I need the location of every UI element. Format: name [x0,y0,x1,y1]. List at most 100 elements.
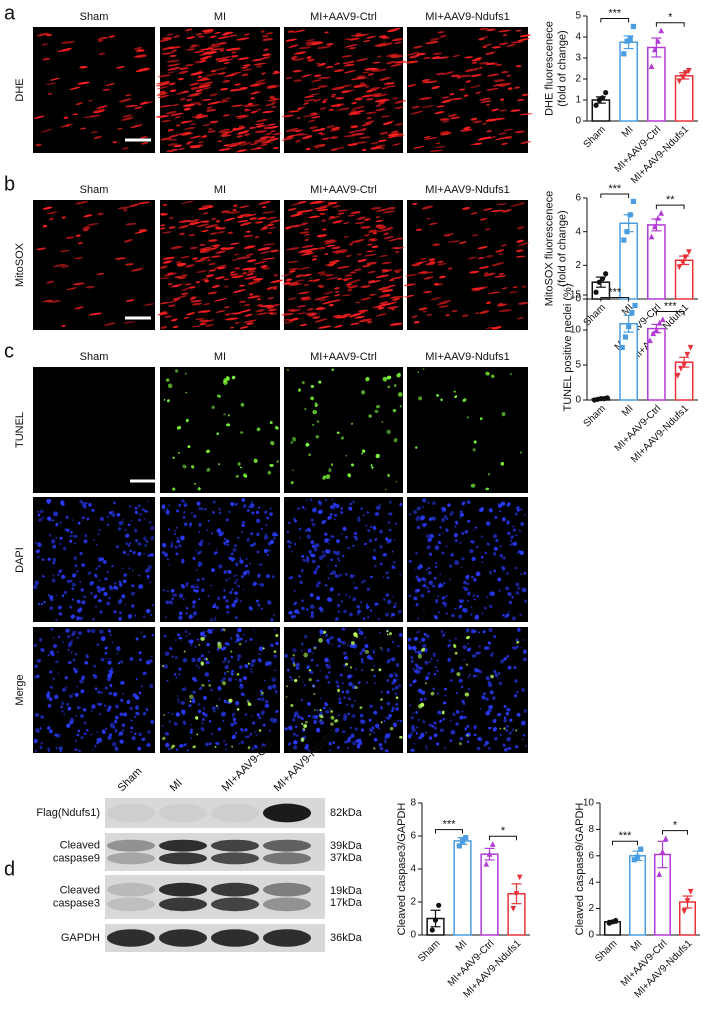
speck [315,583,320,588]
speck [355,58,369,62]
x-tick-label: MI [629,938,645,954]
speck [511,41,524,44]
speck [217,47,225,50]
speck [229,242,240,245]
speck [301,505,305,509]
speck [259,563,263,566]
bar [619,222,638,300]
speck [485,326,499,329]
speck [248,282,254,285]
speck [524,599,527,604]
speck [420,593,425,598]
speck [167,67,181,71]
y-tick-label: 4 [575,226,581,237]
speck [386,375,392,380]
speck [125,299,135,302]
speck [315,435,320,439]
speck [177,451,180,455]
speck [138,574,141,577]
speck [350,422,354,425]
speck [211,405,215,409]
speck [231,104,244,107]
blot-band [159,839,207,852]
speck [232,312,242,315]
speck [297,200,307,204]
speck [215,58,221,61]
speck [186,607,189,610]
speck [194,589,199,593]
y-tick-label: 5 [575,360,581,371]
speck [239,284,246,287]
speck [303,102,309,105]
speck [356,518,361,522]
panel-letter: a [4,2,16,24]
speck [49,77,61,81]
speck [103,591,108,597]
speck [307,527,311,533]
blot-band [263,882,311,897]
speck [263,548,269,553]
speck [428,580,433,585]
speck [225,578,229,582]
column-label: MI [214,184,226,196]
speck [76,599,81,604]
y-tick-label: 6 [410,831,416,842]
speck [113,501,116,505]
speck [237,130,250,134]
speck [81,563,86,568]
speck [263,48,269,52]
speck [424,581,427,584]
speck [361,452,364,455]
speck [392,606,395,609]
speck [223,589,226,592]
speck [501,142,509,146]
speck [290,55,298,59]
speck [130,268,144,272]
data-point [687,344,694,351]
speck [397,134,405,137]
speck [372,555,377,561]
speck [178,219,192,223]
speck [69,605,73,609]
speck [83,214,93,218]
speck [159,90,166,94]
speck [245,557,248,561]
column-label: MI+AAV9-Ndufs1 [425,11,509,23]
speck [253,458,258,463]
speck [374,99,386,103]
speck [249,562,251,565]
speck [293,603,296,606]
speck [167,143,178,146]
speck [441,506,445,511]
speck [308,215,320,219]
speck [255,510,260,514]
speck [267,308,278,312]
speck [321,553,327,558]
speck [233,253,240,256]
speck [220,58,234,62]
blot-row-label: Cleaved [60,884,100,896]
speck [192,556,196,561]
speck [459,510,463,514]
speck [433,283,440,286]
speck [176,537,180,540]
speck [188,614,193,620]
speck [368,414,372,418]
speck [178,636,183,640]
speck [144,544,147,547]
speck [116,128,123,130]
speck [351,102,357,105]
speck [417,515,420,518]
speck [407,84,417,88]
speck [432,243,441,246]
speck [430,296,442,301]
speck [336,265,351,269]
speck [268,226,277,230]
speck [462,207,471,210]
speck [214,618,217,621]
speck [122,114,133,118]
speck [171,597,174,601]
speck [288,110,300,113]
speck [206,29,211,33]
speck [361,581,364,584]
